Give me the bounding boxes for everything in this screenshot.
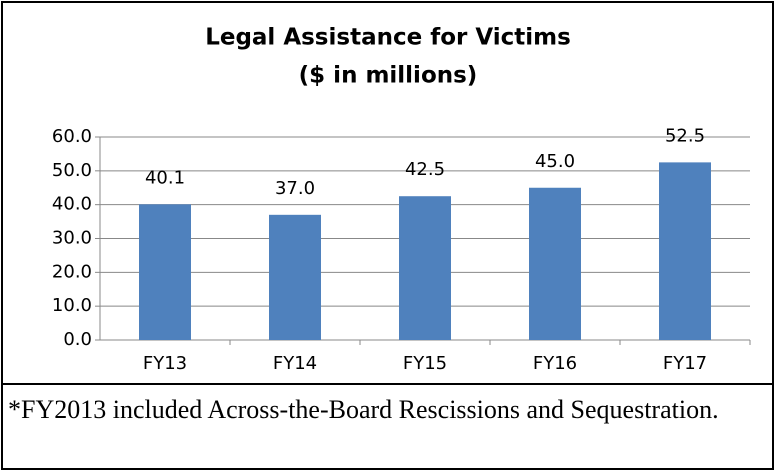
x-tick-label: FY16 [533,353,577,374]
bar [529,187,581,340]
x-tick-label: FY14 [273,353,317,374]
bar [399,196,451,340]
chart-subtitle: ($ in millions) [299,63,478,89]
data-label: 45.0 [535,151,575,172]
bar [659,162,711,340]
y-tick-label: 40.0 [52,194,92,215]
y-tick-label: 20.0 [52,261,92,282]
data-label: 37.0 [275,178,315,199]
x-tick-label: FY13 [143,353,187,374]
chart-title: Legal Assistance for Victims [205,25,571,51]
y-tick-label: 30.0 [52,228,92,249]
y-tick-label: 10.0 [52,295,92,316]
data-label: 40.1 [145,167,185,188]
bar [269,214,321,340]
bar [139,204,191,340]
footnote: *FY2013 included Across-the-Board Rescis… [8,395,719,424]
x-tick-label: FY15 [403,353,447,374]
x-tick-label: FY17 [663,353,707,374]
data-label: 52.5 [665,125,705,146]
data-label: 42.5 [405,159,445,180]
y-tick-label: 60.0 [52,126,92,147]
y-tick-label: 50.0 [52,160,92,181]
y-tick-label: 0.0 [63,329,92,350]
